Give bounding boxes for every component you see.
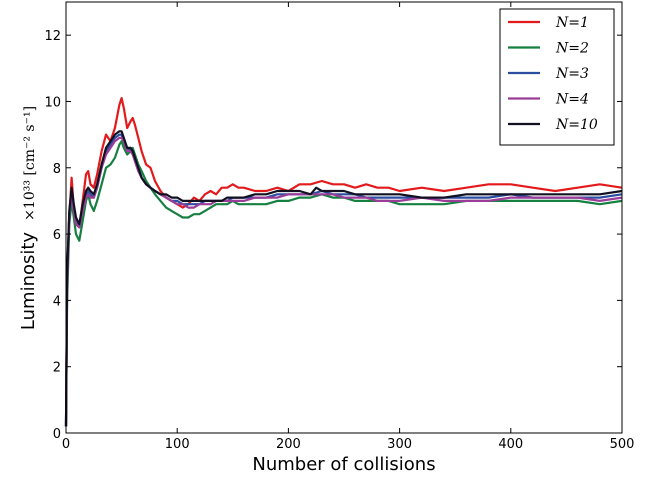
y-tick-label: 6: [53, 228, 61, 243]
x-tick-label: 200: [276, 437, 301, 452]
x-tick-label: 300: [387, 437, 412, 452]
x-tick-label: 400: [498, 437, 523, 452]
svg-text:Luminosity ×10³³ [cm⁻² s: Luminosity ×10³³ [cm⁻² s⁻¹]: [18, 106, 39, 330]
series-line-3: [64, 133, 623, 427]
y-tick-label: 2: [53, 361, 61, 376]
series-line-1: [64, 97, 623, 427]
x-axis-title: Number of collisions: [252, 454, 435, 475]
ticks-layer: 0 100 200 300 400 500 0 2 4 6 8 10 12: [44, 2, 634, 452]
plot-frame: [65, 1, 623, 434]
y-axis-title-unit: ×10³³ [cm⁻² s⁻¹]: [22, 106, 38, 221]
legend-label-2: N=2: [555, 41, 589, 57]
x-tick-label: 500: [610, 437, 635, 452]
y-tick-label: 10: [44, 95, 61, 110]
legend-box: [499, 8, 615, 146]
legend-label-1: N=1: [555, 15, 589, 31]
y-axis-title: Luminosity ×10³³ [cm⁻² s⁻¹]: [18, 106, 39, 330]
series-line-5: [64, 130, 623, 427]
y-axis-title-main: Luminosity: [18, 232, 39, 331]
legend-label-4: N=4: [555, 92, 589, 108]
y-tick-label: 0: [53, 427, 61, 442]
legend-label-3: N=3: [555, 66, 589, 82]
series-line-4: [64, 136, 623, 427]
y-tick-label: 12: [44, 29, 61, 44]
legend: N=1 N=2 N=3 N=4 N=10: [499, 8, 615, 146]
x-tick-label: 0: [62, 437, 70, 452]
y-tick-label: 8: [53, 162, 61, 177]
series-layer: [64, 97, 623, 427]
y-tick-label: 4: [53, 294, 61, 309]
x-tick-label: 100: [165, 437, 190, 452]
legend-label-5: N=10: [555, 117, 598, 133]
